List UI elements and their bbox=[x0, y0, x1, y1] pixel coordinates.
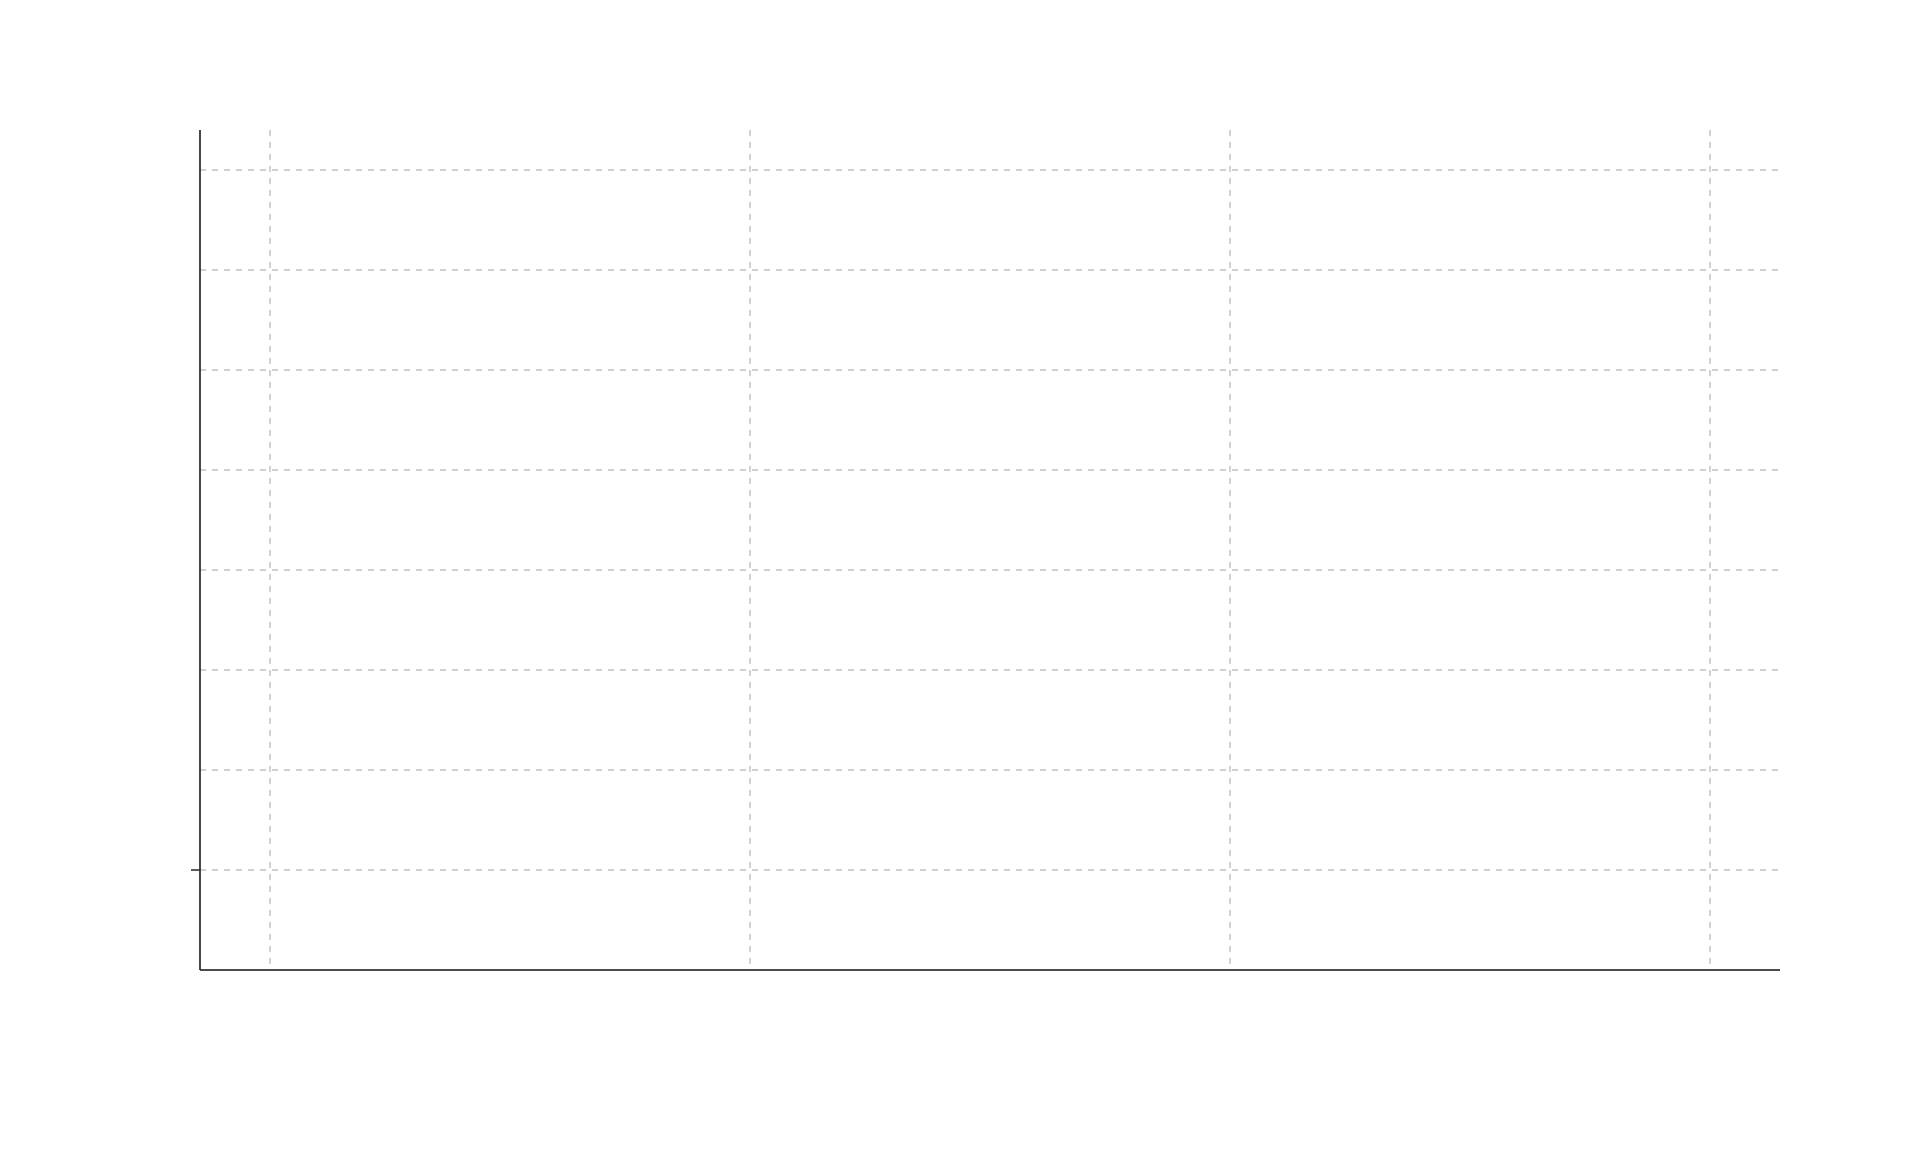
line-chart bbox=[0, 0, 1920, 1152]
chart-container bbox=[0, 0, 1920, 1152]
